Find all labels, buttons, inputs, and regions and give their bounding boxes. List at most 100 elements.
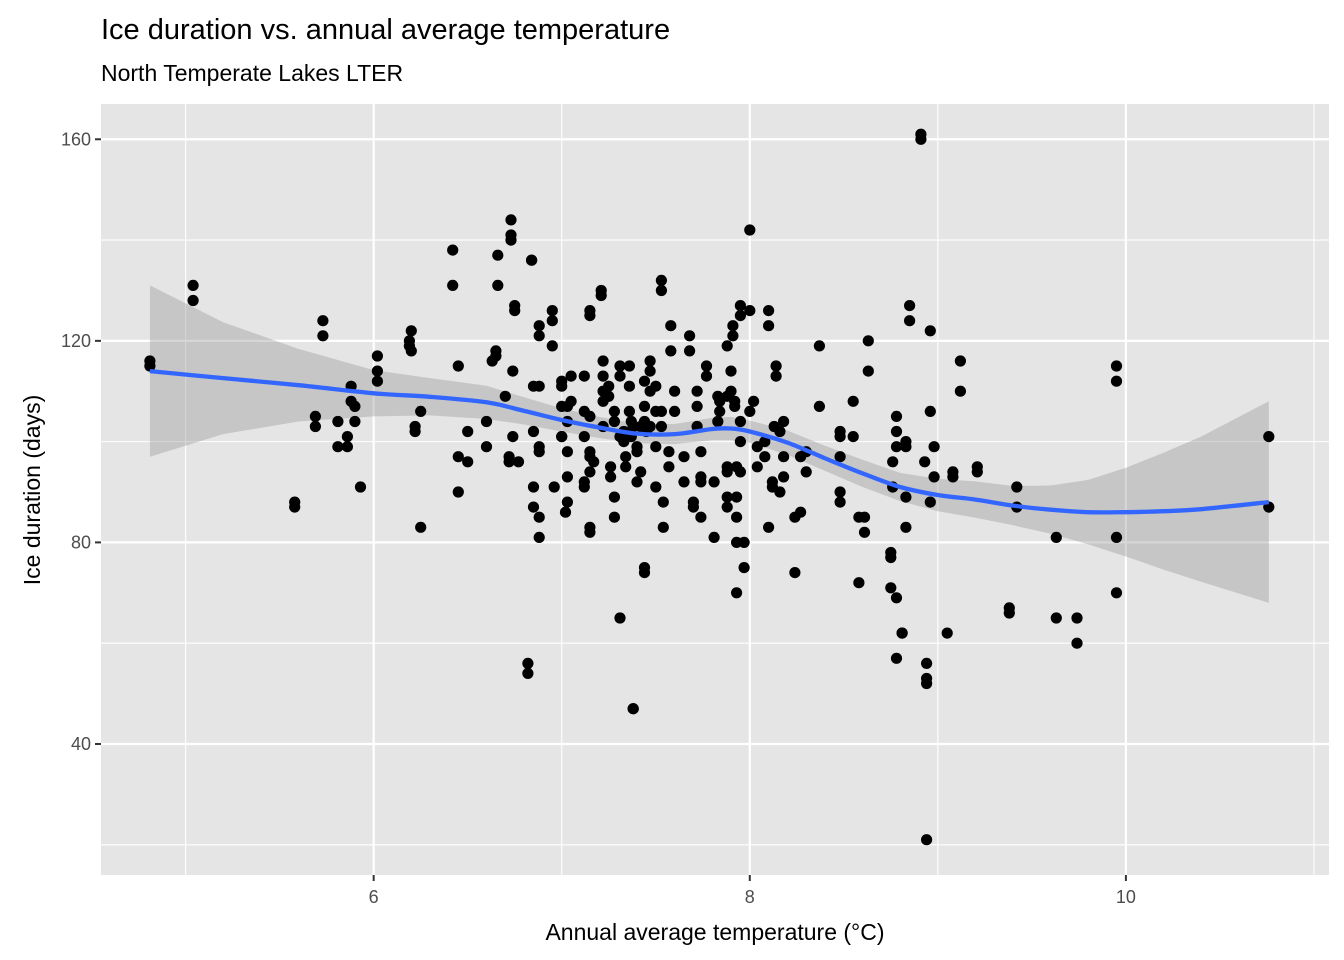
data-point <box>584 310 596 322</box>
data-point <box>657 521 669 533</box>
data-point <box>603 390 615 402</box>
data-point <box>187 294 199 307</box>
data-point <box>691 385 703 397</box>
y-axis: 40 80 120 160 <box>61 129 101 754</box>
data-point <box>657 496 669 508</box>
data-point <box>924 496 936 508</box>
data-point <box>655 284 668 297</box>
data-point <box>546 305 558 317</box>
data-point <box>638 567 651 579</box>
data-point <box>1110 360 1123 372</box>
data-point <box>847 395 859 407</box>
data-point <box>644 365 656 377</box>
y-tick-label: 160 <box>61 129 91 149</box>
data-point <box>452 486 464 498</box>
data-point <box>452 451 464 463</box>
data-point <box>655 420 668 433</box>
data-point <box>1050 612 1062 624</box>
smooth-line-layer <box>149 368 1270 515</box>
data-point <box>546 340 558 352</box>
data-point <box>644 355 656 367</box>
data-point <box>655 405 668 417</box>
points-layer <box>144 128 1275 846</box>
data-point <box>533 330 545 342</box>
data-point <box>774 486 786 498</box>
data-point <box>371 375 383 387</box>
data-point <box>1263 431 1275 443</box>
data-point <box>1071 637 1083 649</box>
data-point <box>480 415 493 428</box>
data-point <box>924 405 936 417</box>
data-point <box>527 425 540 438</box>
data-point <box>947 471 959 483</box>
data-point <box>533 380 545 392</box>
data-point <box>734 466 747 478</box>
y-axis-title: Ice duration (days) <box>19 395 45 585</box>
data-point <box>354 481 367 493</box>
data-point <box>763 521 775 533</box>
data-point <box>309 420 321 433</box>
data-point <box>650 441 662 453</box>
data-point <box>512 456 525 468</box>
data-point <box>738 536 750 549</box>
data-point <box>725 365 737 377</box>
data-point <box>620 461 632 473</box>
data-point <box>527 481 540 493</box>
data-point <box>924 325 936 337</box>
data-point <box>734 310 747 322</box>
data-point <box>725 385 737 397</box>
data-point <box>751 461 763 473</box>
data-point <box>858 511 871 523</box>
data-point <box>695 446 707 458</box>
data-point <box>507 431 519 443</box>
data-point <box>663 446 675 458</box>
data-point <box>1110 375 1123 387</box>
data-point <box>887 456 899 468</box>
data-point <box>700 360 713 372</box>
data-point <box>405 325 417 337</box>
data-point <box>729 400 741 412</box>
data-point <box>614 612 626 624</box>
data-point <box>527 501 540 513</box>
data-point <box>721 501 733 513</box>
data-point <box>954 355 967 367</box>
data-point <box>721 491 733 503</box>
data-point <box>144 360 156 372</box>
data-point <box>862 365 874 377</box>
data-point <box>708 476 720 488</box>
data-point <box>371 365 383 377</box>
data-point <box>341 431 353 443</box>
data-point <box>921 657 933 670</box>
data-point <box>578 481 590 493</box>
data-point <box>834 486 846 498</box>
data-point <box>1110 531 1123 544</box>
data-point <box>708 531 720 544</box>
data-point <box>533 511 545 523</box>
data-point <box>605 471 617 483</box>
data-point <box>695 476 707 488</box>
data-point <box>904 315 916 327</box>
data-point <box>309 410 321 422</box>
data-point <box>665 345 677 357</box>
data-point <box>578 431 590 443</box>
data-point <box>691 400 703 412</box>
data-point <box>635 466 647 478</box>
data-point <box>561 446 574 458</box>
data-point <box>858 526 871 538</box>
data-point <box>533 531 545 544</box>
data-point <box>561 471 574 483</box>
data-point <box>885 582 897 594</box>
data-point <box>447 244 459 256</box>
smooth-line <box>149 368 1270 515</box>
data-point <box>731 587 743 599</box>
data-point <box>578 370 590 382</box>
data-point <box>614 360 626 372</box>
data-point <box>885 551 897 564</box>
data-point <box>971 466 983 478</box>
data-point <box>349 415 361 428</box>
data-point <box>631 476 643 488</box>
data-point <box>734 300 747 312</box>
data-point <box>778 451 790 463</box>
data-point <box>759 451 771 463</box>
data-point <box>409 425 421 438</box>
